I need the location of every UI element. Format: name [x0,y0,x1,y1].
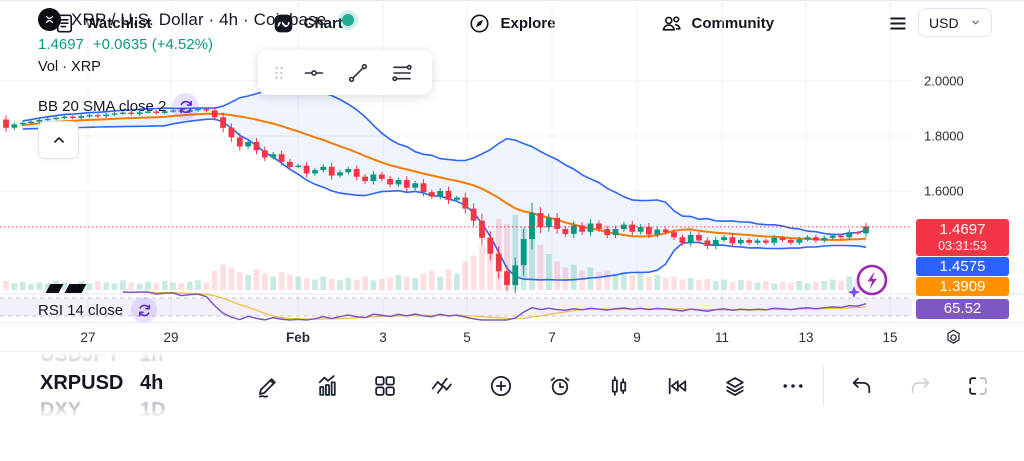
symbol-header[interactable]: XRP / U.S. Dollar · 4h · Coinbase [38,8,355,31]
last-price-badge: 1.4697 03:31:53 [916,219,1009,256]
explore-icon [468,12,491,35]
volume-indicator-label[interactable]: Vol · XRP [38,59,101,75]
toolbar-undo-button[interactable] [850,374,875,399]
toolbar-draw-button[interactable] [256,374,281,399]
chevron-down-icon [971,20,979,25]
toolbar-divider [823,366,824,406]
picker-fade-top [0,352,230,364]
time-tick: 11 [714,330,730,345]
toolbar-layers-button[interactable] [723,374,748,399]
time-tick: 3 [379,330,387,345]
nav-label: Chart [303,14,343,32]
toolbar-chart-type-button[interactable] [607,374,632,399]
nav-label: Explore [500,14,556,32]
indicator-value-badge: 1.3909 [916,277,1009,296]
toolbar-replay-button[interactable] [665,374,690,399]
community-icon [660,12,683,35]
rsi-indicator-label: RSI 14 close [38,301,124,319]
price-row: 1.4697 +0.0635 (+4.52%) [38,36,213,53]
menu-icon [886,12,909,35]
toolbar-more-button[interactable] [781,374,806,399]
price-scale-label: 1.8000 [924,128,964,144]
horizontal-line-tool-icon[interactable] [292,51,336,95]
xrp-logo-icon [38,8,61,31]
rsi-refresh-icon[interactable] [131,297,158,323]
time-tick: 29 [163,330,179,345]
axis-settings-gear-icon[interactable] [944,328,963,352]
toolbar-add-button[interactable] [489,374,514,399]
trend-line-tool-icon[interactable] [336,51,380,95]
time-tick: 15 [882,330,898,345]
time-tick: 9 [633,330,641,345]
indicator-value-badge: 65.52 [916,299,1009,319]
price-change: +0.0635 (+4.52%) [92,36,213,53]
chart-icon [272,12,295,35]
time-tick: 7 [548,330,556,345]
bb-indicator-row[interactable]: BB 20 SMA close 2 [38,93,200,120]
drag-handle-icon[interactable] [266,51,292,95]
nav-label: Community [691,14,775,32]
toolbar-alert-button[interactable] [548,374,573,399]
toolbar-redo-button[interactable] [908,374,933,399]
price-chart-canvas[interactable] [0,0,1024,352]
currency-selector[interactable]: USD [918,8,992,37]
time-tick: 5 [463,330,471,345]
bb-indicator-label: BB 20 SMA close 2 [38,98,167,115]
indicator-value-badge: 1.4575 [916,257,1009,276]
parallel-lines-tool-icon[interactable] [380,51,424,95]
live-status-icon [342,13,355,26]
toolbar-fullscreen-button[interactable] [966,374,991,399]
rsi-indicator-row[interactable]: RSI 14 close [38,297,158,323]
collapse-legend-button[interactable] [38,121,79,159]
toolbar-patterns-button[interactable] [430,374,455,399]
last-price: 1.4697 [38,36,84,53]
picker-fade-bottom [0,406,230,418]
nav-explore[interactable]: Explore [410,1,615,45]
bb-refresh-icon[interactable] [172,93,200,120]
time-tick: 27 [80,330,96,345]
price-scale-label: 1.6000 [924,183,964,199]
symbol-title: XRP / U.S. Dollar · 4h · Coinbase [71,9,327,29]
lightning-boost-icon[interactable] [842,258,894,311]
floating-drawing-toolbar[interactable] [258,50,432,95]
nav-chart[interactable]: Chart [205,1,410,45]
chevron-up-icon [53,137,64,143]
currency-value: USD [929,14,959,31]
price-scale-label: 2.0000 [924,73,964,89]
toolbar-strip: USDJPY1hXRPUSD4hDXY1D [0,351,1024,418]
toolbar-layout-grid-button[interactable] [373,374,398,399]
picker-row-xrpusd[interactable]: XRPUSD 4h [40,372,164,394]
time-tick: Feb [285,330,311,345]
time-tick: 13 [798,330,814,345]
toolbar-indicators-button[interactable] [316,374,341,399]
nav-community[interactable]: Community [614,1,819,45]
nav-label: Watchlist [85,14,152,32]
